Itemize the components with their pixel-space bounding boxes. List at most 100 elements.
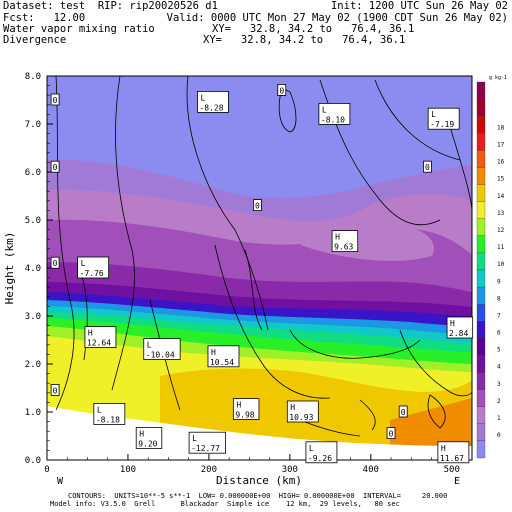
svg-text:0: 0	[425, 163, 430, 172]
contour-label: 0	[50, 383, 60, 396]
x-tick-label: 300	[282, 465, 298, 475]
low-marker: L-7.76	[77, 256, 110, 279]
colorbar-swatch	[476, 440, 486, 459]
x-axis-ticks: 0 100 200 300 400 500	[44, 454, 460, 475]
high-marker: H10.93	[286, 400, 319, 423]
colorbar-swatch	[476, 235, 486, 254]
colorbar-swatch	[476, 218, 486, 236]
extremum-type: L	[431, 110, 436, 119]
colorbar-swatch	[476, 133, 486, 151]
low-marker: L-7.19	[427, 107, 460, 130]
colorbar-swatch	[476, 406, 486, 424]
high-marker: H9.20	[135, 426, 163, 449]
svg-text:0: 0	[255, 202, 260, 211]
x-axis-label: Distance (km)	[216, 474, 302, 487]
extremum-value: 9.63	[334, 243, 353, 252]
svg-text:0: 0	[53, 163, 58, 172]
colorbar-level-label: 5	[497, 347, 501, 354]
colorbar-level-label: 6	[497, 330, 501, 337]
colorbar-level-label: 0	[497, 432, 501, 439]
high-marker: H11.67	[437, 441, 470, 464]
high-marker: H12.64	[84, 326, 117, 349]
colorbar-swatch	[476, 372, 486, 390]
colorbar-swatch	[476, 81, 486, 100]
extremum-type: H	[236, 401, 241, 410]
low-marker: L-8.28	[197, 91, 229, 113]
colorbar-swatch	[476, 423, 486, 442]
colorbar-swatch	[476, 304, 486, 322]
contour-label: 0	[423, 160, 432, 173]
colorbar-level-label: 18	[497, 124, 505, 131]
colorbar-swatch	[476, 286, 486, 305]
extremum-value: 2.84	[449, 329, 468, 338]
colorbar-level-label: 16	[497, 159, 505, 166]
low-marker: L-12.77	[188, 431, 226, 454]
extremum-value: -7.76	[80, 269, 104, 278]
contour-label: 0	[50, 93, 60, 106]
extremum-value: 10.93	[289, 413, 313, 422]
extremum-type: L	[147, 341, 152, 350]
y-tick-label: 7.0	[25, 120, 41, 130]
colorbar-swatch	[476, 116, 486, 134]
extremum-value: 9.98	[235, 411, 254, 420]
axes: 0 100 200 300 400 500 0.0 1.0 2.0 3.0 4.0 5.0 6.0 7.…	[3, 72, 473, 487]
y-tick-label: 1.0	[25, 408, 41, 418]
colorbar-level-label: 7	[497, 312, 501, 319]
colorbar-level-label: 15	[497, 176, 505, 183]
extremum-value: 11.67	[440, 454, 464, 463]
contour-label: 0	[50, 256, 60, 269]
colorbar-level-label: 12	[497, 227, 505, 234]
colorbar-swatch	[476, 321, 486, 339]
header-line2-right: Valid: 0000 UTC Mon 27 May 02 (1900 CDT …	[166, 12, 508, 24]
y-axis-label: Height (km)	[3, 232, 16, 305]
extremum-type: H	[441, 444, 446, 453]
header-line3-right: XY= 32.8, 34.2 to 76.4, 36.1	[212, 23, 415, 35]
x-axis-east-label: E	[454, 476, 460, 487]
extremum-value: -8.10	[321, 115, 345, 124]
y-tick-label: 5.0	[25, 216, 41, 226]
extremum-value: 10.54	[210, 358, 234, 367]
header-line2-left: Fcst: 12.00	[3, 12, 86, 24]
colorbar-level-label: 8	[497, 295, 501, 302]
colorbar-swatch	[476, 338, 486, 356]
header-line1-right: Init: 1200 UTC Sun 26 May 02	[330, 0, 508, 12]
x-tick-label: 0	[44, 465, 49, 475]
extremum-type: H	[139, 429, 144, 438]
extremum-type: L	[97, 405, 102, 414]
y-tick-label: 8.0	[25, 72, 41, 82]
extremum-type: H	[88, 329, 93, 338]
colorbar-swatch	[476, 201, 486, 219]
contour-label: 0	[398, 405, 408, 418]
y-tick-label: 4.0	[25, 264, 41, 274]
extremum-value: -8.28	[199, 103, 223, 112]
x-tick-label: 100	[120, 465, 136, 475]
y-axis-ticks: 0.0 1.0 2.0 3.0 4.0 5.0 6.0 7.0 8.0	[25, 72, 53, 466]
header-line3-left: Water vapor mixing ratio	[3, 23, 155, 35]
header-line4-right: XY= 32.8, 34.2 to 76.4, 36.1	[203, 34, 406, 46]
low-marker: L-10.04	[143, 338, 181, 361]
svg-text:0: 0	[401, 408, 406, 417]
colorbar-unit-label: g kg-1	[489, 75, 507, 81]
extremum-value: -10.04	[146, 351, 175, 360]
extremum-type: L	[322, 105, 327, 114]
colorbar-level-label: 13	[497, 210, 505, 217]
colorbar-swatch	[476, 252, 486, 271]
colorbar-swatch	[476, 355, 486, 373]
extremum-type: L	[309, 444, 314, 453]
colorbar-level-label: 9	[497, 278, 501, 285]
contour-label: 0	[386, 427, 396, 440]
y-tick-label: 0.0	[25, 456, 41, 466]
extremum-value: -8.18	[96, 415, 120, 424]
svg-text:0: 0	[53, 386, 58, 395]
y-tick-label: 2.0	[25, 360, 41, 370]
footer-model-info-line: Model info: V3.5.0 Grell Blackadar Simpl…	[50, 500, 400, 508]
x-axis-west-label: W	[57, 476, 64, 487]
colorbar-level-label: 11	[497, 244, 505, 251]
colorbar-swatch	[476, 269, 486, 288]
svg-text:0: 0	[279, 86, 284, 95]
colorbar-level-label: 3	[497, 381, 501, 388]
x-tick-label: 500	[444, 465, 460, 475]
extremum-type: H	[290, 403, 295, 412]
